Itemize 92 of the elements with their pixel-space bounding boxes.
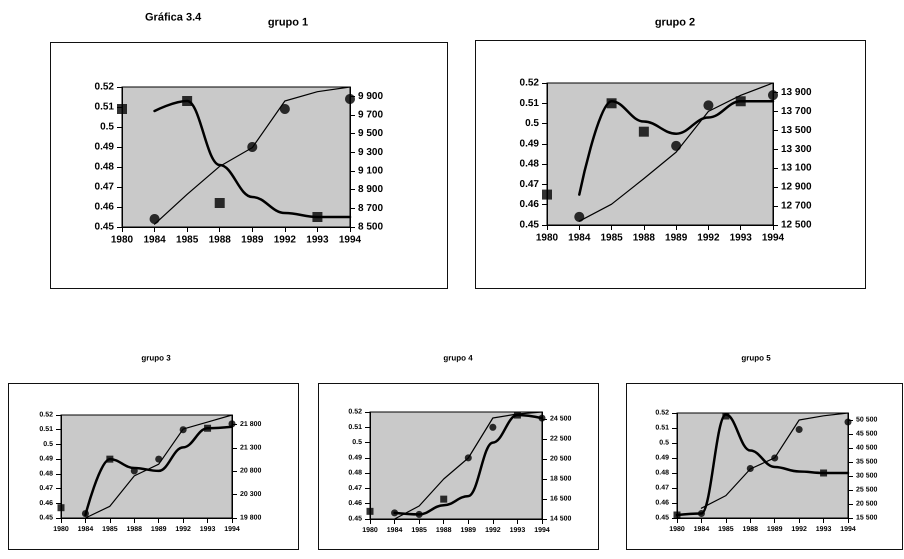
point [746, 465, 754, 472]
y-tick-label: 0.48 [520, 158, 540, 170]
point [440, 496, 448, 503]
y2-tick-label: 8 900 [358, 184, 384, 196]
y-tick-label: 0.49 [94, 142, 114, 152]
point [698, 510, 705, 517]
y-tick-label: 0.47 [94, 182, 114, 192]
y2-tick-label: 9 900 [358, 90, 384, 102]
point [247, 142, 258, 152]
y2-tick-label: 13 100 [781, 162, 812, 174]
point [182, 96, 192, 106]
y2-tick-label: 9 700 [358, 110, 384, 120]
chart-title: grupo 4 [443, 354, 474, 362]
x-tick-label: 1994 [338, 234, 362, 246]
point [820, 470, 828, 476]
y-tick-label: 0.46 [520, 199, 540, 210]
point [391, 509, 398, 516]
y-tick-label: 0.52 [520, 78, 540, 88]
point [844, 418, 852, 426]
y-tick-label: 0.49 [520, 138, 540, 150]
point [82, 510, 89, 518]
x-tick-label: 1984 [143, 234, 166, 246]
y2-tick-label: 12 700 [781, 200, 812, 212]
x-tick-label: 1985 [176, 234, 199, 246]
y2-tick-label: 13 500 [781, 124, 812, 136]
x-tick-label: 1989 [665, 232, 688, 244]
x-tick-label: 1988 [632, 232, 656, 244]
point [180, 426, 187, 434]
x-tick-label: 1989 [241, 234, 264, 246]
point [703, 100, 714, 110]
chart-title: grupo 1 [268, 16, 308, 28]
y2-tick-label: 9 300 [358, 146, 384, 158]
point [106, 456, 114, 463]
point [464, 454, 472, 462]
point [606, 98, 617, 108]
point [538, 414, 546, 422]
point [574, 212, 584, 222]
point [366, 508, 374, 515]
y2-tick-label: 9 500 [358, 128, 384, 140]
x-tick-label: 1980 [110, 234, 134, 246]
point [671, 140, 682, 151]
x-tick-label: 1992 [274, 234, 296, 246]
point [117, 104, 127, 114]
point [150, 214, 160, 224]
point [214, 198, 225, 208]
point [638, 126, 649, 137]
y-tick-label: 0.45 [94, 222, 114, 232]
chart-title: grupo 5 [741, 354, 772, 362]
y-tick-label: 0.48 [94, 162, 114, 172]
y-tick-label: 0.5 [100, 122, 114, 132]
y2-tick-label: 8 700 [358, 202, 384, 214]
x-tick-label: 1988 [208, 234, 232, 246]
y-tick-label: 0.45 [520, 220, 540, 230]
y2-tick-label: 13 700 [781, 106, 812, 117]
y2-tick-label: 13 300 [781, 144, 812, 155]
y-tick-label: 0.52 [94, 82, 114, 92]
y2-tick-label: 8 500 [358, 222, 384, 232]
point [514, 412, 521, 419]
y-tick-label: 0.47 [520, 178, 540, 190]
point [542, 190, 552, 200]
y-tick-label: 0.46 [94, 202, 114, 212]
x-tick-label: 1993 [306, 234, 329, 246]
x-tick-label: 1993 [730, 232, 752, 244]
x-tick-label: 1984 [568, 232, 591, 244]
x-tick-label: 1980 [536, 232, 559, 244]
x-tick-label: 1985 [600, 232, 624, 244]
chart-title: grupo 3 [141, 354, 172, 362]
point [736, 96, 746, 106]
point [416, 510, 423, 518]
point [280, 104, 290, 114]
point [155, 456, 162, 463]
x-tick-label: 1994 [762, 232, 785, 244]
y-tick-label: 0.51 [94, 102, 114, 112]
point [204, 424, 212, 432]
point [312, 212, 322, 222]
point [771, 454, 778, 462]
point [489, 424, 496, 431]
point [228, 420, 236, 428]
point [345, 94, 355, 104]
x-tick-label: 1992 [697, 232, 720, 244]
point [796, 426, 803, 433]
y2-tick-label: 9 100 [358, 166, 384, 176]
y-tick-label: 0.51 [520, 98, 540, 109]
point [768, 90, 778, 100]
chart-title: grupo 2 [654, 16, 696, 28]
y2-tick-label: 12 900 [781, 182, 812, 193]
text: Gráfica 3.4 [145, 12, 202, 24]
point [722, 412, 730, 420]
y2-tick-label: 13 900 [781, 86, 812, 98]
y-tick-label: 0.5 [525, 118, 540, 130]
y2-tick-label: 12 500 [781, 220, 812, 230]
point [58, 504, 64, 512]
